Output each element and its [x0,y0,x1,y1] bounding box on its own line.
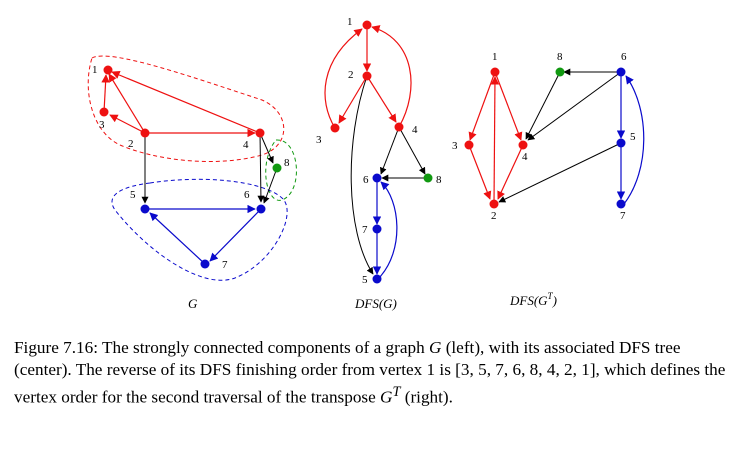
figure-diagrams: 1 2 3 4 5 6 7 8 G 1 2 3 [87,16,645,311]
g-label-6: 6 [244,189,250,201]
g-node-6 [256,204,266,214]
dfst-node-1 [490,67,500,77]
dfs-node-3 [330,123,340,133]
dfst-label-2: 2 [491,210,497,222]
g-label-5: 5 [130,189,136,201]
edge-4-1 [111,70,261,134]
red-component-outline [87,55,285,162]
dfs-node-7 [372,224,382,234]
edge-4-8 [259,132,274,164]
dfs-edge-2-4 [366,75,397,123]
dfs-label-5: 5 [362,274,368,286]
dfst-node-5 [616,138,626,148]
dfst-label-8: 8 [557,51,563,63]
dfst-node-4 [518,140,528,150]
dfs-node-8 [423,173,433,183]
dfst-label-3: 3 [452,140,458,152]
dfs-edge-5-6 [378,181,398,279]
g-node-2 [140,128,150,138]
dfst-label-6: 6 [621,51,627,63]
dfst-edge-5-2 [498,142,622,203]
dfst-caption-sup: T [548,291,554,301]
dfs-node-6 [372,173,382,183]
dfst-label-1: 1 [492,51,498,63]
g-node-3 [99,107,109,117]
dfst-edge-3-2 [468,144,492,200]
dfst-label-7: 7 [620,210,626,222]
dfs-label-2: 2 [348,69,354,81]
dfst-edge-4-2 [497,144,524,200]
edge-6-7 [209,208,262,262]
edge-8-6 [262,167,278,204]
edge-2-3 [109,114,146,134]
g-label-8: 8 [284,157,290,169]
edge-7-5 [149,212,206,265]
dfs-label-1: 1 [347,16,353,28]
g-label-1: 1 [92,64,98,76]
dfs-node-1 [362,20,372,30]
g-node-7 [200,259,210,269]
g-label-7: 7 [222,259,228,271]
dfs-label-7: 7 [362,224,368,236]
g-node-8 [272,163,282,173]
dfst-label-5: 5 [630,131,636,143]
g-node-4 [255,128,265,138]
dfs-node-4 [394,122,404,132]
g-label-2: 2 [128,138,134,150]
dfst-node-7 [616,199,626,209]
dfs-label-4: 4 [412,124,418,136]
dfs-label-3: 3 [316,134,322,146]
dfst-node-6 [616,67,626,77]
green-component-outline [265,139,297,201]
dfs-edge-3-1 [324,28,363,129]
dfs-edge-4-1 [371,25,412,128]
g-caption: G [188,296,198,311]
dfst-edge-6-4 [527,71,622,141]
edge-4-6 [257,132,265,203]
dfs-node-5 [372,274,382,284]
graph-g: 1 2 3 4 5 6 7 8 G [87,55,297,311]
dfst-label-4: 4 [522,151,528,163]
g-label-4: 4 [243,139,249,151]
dfs-label-8: 8 [436,174,442,186]
graph-dfs-transpose: 1 8 6 3 4 5 2 7 DFS(GT) [452,51,645,308]
dfst-node-3 [464,140,474,150]
dfs-edge-2-3 [338,75,368,124]
dfs-node-2 [362,71,372,81]
figure-caption: Figure 7.16: The strongly connected comp… [14,338,726,407]
edge-2-1 [108,73,146,134]
dfst-node-2 [489,199,499,209]
figure-label: Figure 7.16: [14,338,99,357]
dfst-edge-8-4 [525,71,561,140]
dfs-label-6: 6 [363,174,369,186]
dfst-edge-1-3 [468,71,496,141]
dfs-caption: DFS(G) [354,296,397,311]
blue-component-outline [111,178,288,281]
g-node-5 [140,204,150,214]
dfst-node-8 [555,67,565,77]
dfs-edge-4-6 [379,126,400,175]
graph-dfs: 1 2 3 4 6 8 7 5 DFS(G) [316,16,442,311]
dfs-edge-4-8 [398,126,426,175]
dfst-edge-2-1 [490,76,500,205]
dfs-edge-2-5 [350,75,374,275]
dfst-edge-7-6 [623,75,645,205]
g-label-3: 3 [99,119,105,131]
edge-3-1 [101,74,110,113]
dfst-caption: DFS(GT) [509,291,557,308]
dfst-edge-1-4 [494,71,523,141]
g-node-1 [103,65,113,75]
